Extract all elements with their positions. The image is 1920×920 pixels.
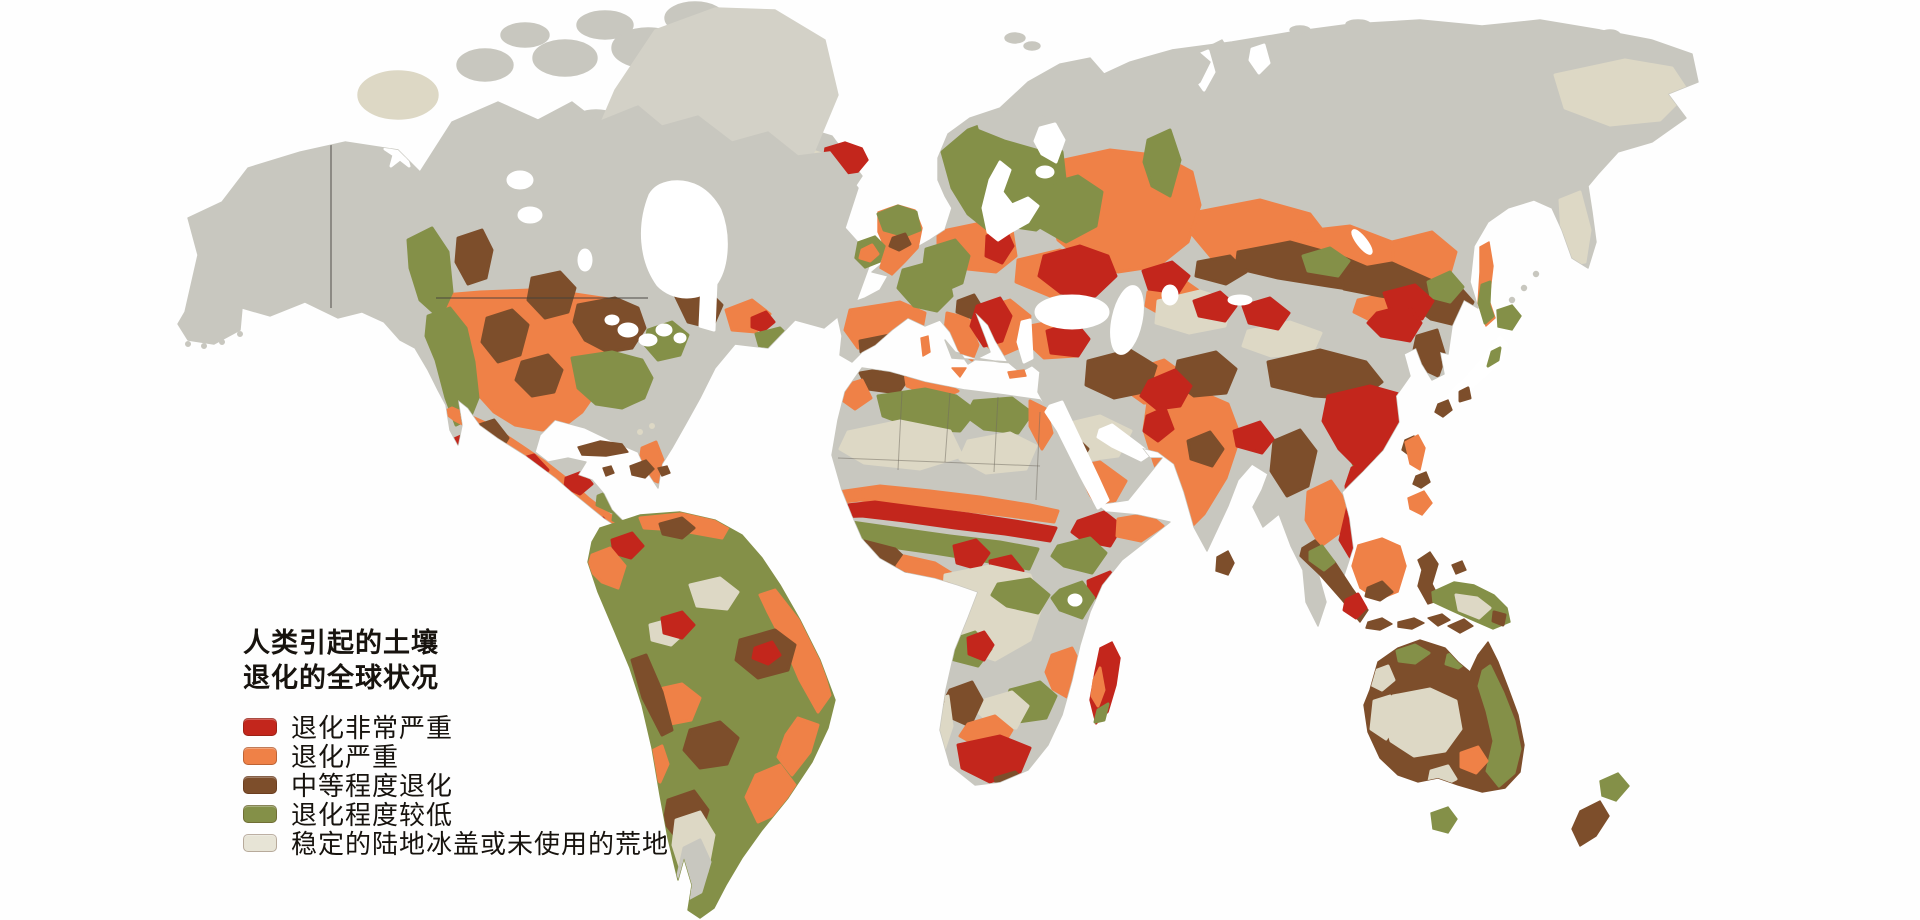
- legend-item-very-severe: 退化非常严重: [243, 712, 669, 744]
- legend-swatch-very-severe: [243, 717, 277, 736]
- legend-title: 人类引起的土壤 退化的全球状况: [243, 626, 669, 696]
- legend-item-moderate: 中等程度退化: [243, 770, 669, 802]
- legend-label-severe: 退化严重: [291, 743, 400, 773]
- legend-label-stable: 稳定的陆地冰盖或未使用的荒地: [291, 830, 670, 860]
- legend-label-low: 退化程度较低: [291, 801, 454, 831]
- region-new-zealand: [1571, 772, 1630, 847]
- legend-label-very-severe: 退化非常严重: [291, 714, 454, 744]
- region-south-america: [587, 511, 836, 919]
- region-madagascar: [1089, 641, 1121, 725]
- region-north-america: [177, 101, 873, 541]
- legend: 人类引起的土壤 退化的全球状况 退化非常严重 退化严重 中等程度退化 退化程度较…: [243, 626, 669, 860]
- region-indian-ocean-islands: [1215, 550, 1235, 576]
- region-east-asian-islands: [1401, 241, 1540, 516]
- region-russian-arctic: [1004, 19, 1621, 95]
- region-indonesia: [1299, 537, 1511, 634]
- legend-swatch-stable: [243, 833, 277, 852]
- legend-item-low: 退化程度较低: [243, 799, 669, 831]
- region-british-isles: [854, 204, 923, 276]
- legend-label-moderate: 中等程度退化: [291, 772, 454, 802]
- region-australia: [1363, 639, 1525, 834]
- region-caribbean: [577, 423, 671, 479]
- legend-swatch-low: [243, 804, 277, 823]
- legend-swatch-moderate: [243, 775, 277, 794]
- legend-title-line1: 人类引起的土壤: [243, 628, 439, 659]
- legend-swatch-severe: [243, 746, 277, 765]
- legend-title-line2: 退化的全球状况: [243, 663, 439, 694]
- legend-item-severe: 退化严重: [243, 741, 669, 773]
- red-sea: [1044, 400, 1110, 510]
- legend-item-stable: 稳定的陆地冰盖或未使用的荒地: [243, 828, 669, 860]
- region-africa: [831, 367, 1171, 786]
